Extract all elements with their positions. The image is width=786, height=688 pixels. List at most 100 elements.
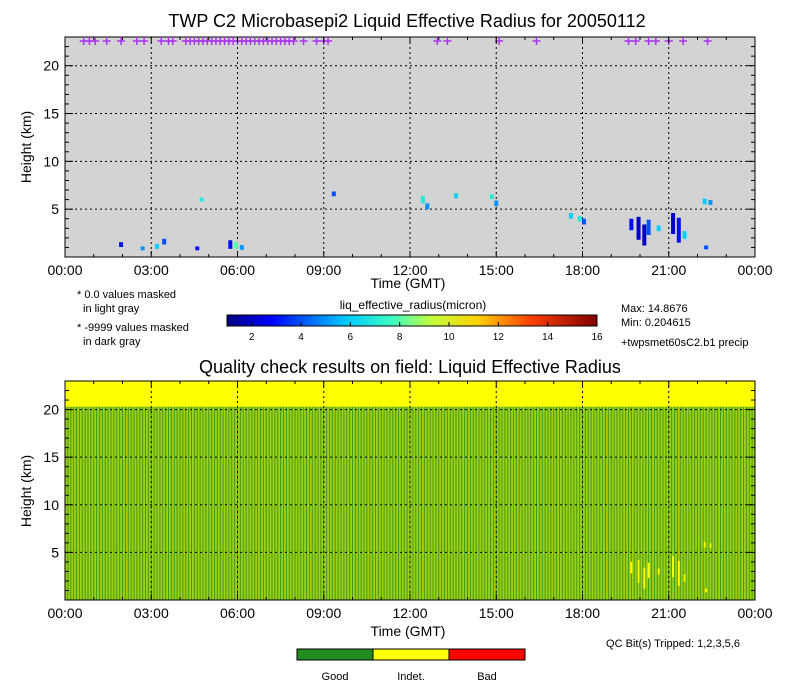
cloud-patch bbox=[489, 194, 494, 200]
qc-stripes bbox=[64, 406, 753, 600]
qc-flag-point bbox=[672, 556, 675, 578]
qc-flag-point bbox=[677, 560, 680, 586]
cloud-patch bbox=[234, 242, 239, 249]
top-x-tick-label: 00:00 bbox=[737, 262, 772, 278]
cloud-patch bbox=[702, 198, 707, 205]
precip-marker bbox=[289, 37, 298, 45]
qc-y-tick-label: 20 bbox=[43, 402, 59, 418]
legend-indet-label: Indet. bbox=[397, 671, 425, 683]
precip-marker bbox=[433, 37, 442, 45]
qc-flag-point bbox=[630, 561, 633, 574]
precip-marker bbox=[168, 37, 177, 45]
qc-grid-lines bbox=[65, 381, 755, 600]
precip-marker bbox=[624, 37, 633, 45]
colorbar-tick-label: 12 bbox=[493, 332, 505, 343]
precip-marker bbox=[91, 37, 100, 45]
note-zero-masked: * 0.0 values masked bbox=[77, 289, 176, 301]
qc-x-axis-label: Time (GMT) bbox=[371, 623, 446, 639]
legend-bad-label: Bad bbox=[477, 671, 497, 683]
precip-marker bbox=[132, 37, 141, 45]
cloud-patch bbox=[425, 203, 430, 210]
qc-bits-label: QC Bit(s) Tripped: 1,2,3,5,6 bbox=[606, 638, 740, 650]
cloud-patch bbox=[671, 213, 676, 235]
cloud-patch bbox=[199, 197, 204, 202]
qc-chart-title: Quality check results on field: Liquid E… bbox=[199, 357, 621, 377]
colorbar-tick-label: 2 bbox=[249, 332, 255, 343]
colorbar-ticks: 2 4 6 8 10 12 14 16 bbox=[249, 322, 603, 343]
top-x-tick-label: 00:00 bbox=[47, 262, 82, 278]
cloud-patch bbox=[676, 217, 681, 243]
legend-bad-swatch bbox=[448, 648, 526, 661]
legend-indet-swatch bbox=[372, 648, 450, 661]
top-x-tick-label: 03:00 bbox=[134, 262, 169, 278]
note-neg-masked-2: in dark gray bbox=[83, 336, 141, 348]
qc-x-tick-label: 00:00 bbox=[737, 605, 772, 621]
cloud-patch bbox=[454, 193, 458, 199]
legend-good-swatch bbox=[296, 648, 374, 661]
cloud-patch bbox=[656, 225, 661, 232]
note-zero-masked-2: in light gray bbox=[83, 303, 140, 315]
precip-legend: +twpsmet60sC2.b1 precip bbox=[621, 337, 748, 349]
qc-flag-point bbox=[637, 560, 640, 583]
qc-x-tick-label: 21:00 bbox=[651, 605, 686, 621]
top-y-tick-label: 10 bbox=[43, 153, 59, 169]
cloud-patch bbox=[704, 245, 709, 250]
colorbar-tick-label: 14 bbox=[542, 332, 554, 343]
qc-flag-points bbox=[630, 541, 712, 593]
qc-x-tick-label: 12:00 bbox=[392, 605, 427, 621]
precip-marker bbox=[117, 37, 126, 45]
colorbar-tick-label: 8 bbox=[397, 332, 403, 343]
precip-marker bbox=[651, 37, 660, 45]
chart-title: TWP C2 Microbasepi2 Liquid Effective Rad… bbox=[168, 11, 645, 31]
y-axis: 5 10 15 20 bbox=[43, 46, 755, 248]
precip-marker bbox=[312, 37, 321, 45]
colorbar-tick-label: 4 bbox=[298, 332, 304, 343]
cloud-patch bbox=[494, 200, 499, 207]
colorbar-tick-label: 6 bbox=[348, 332, 354, 343]
qc-flag-point bbox=[709, 543, 712, 549]
precip-marker bbox=[299, 37, 308, 45]
qc-x-tick-label: 09:00 bbox=[306, 605, 341, 621]
cloud-patch bbox=[646, 219, 651, 235]
legend-good-label: Good bbox=[322, 671, 349, 683]
cloud-patch bbox=[682, 231, 687, 239]
top-x-tick-label: 06:00 bbox=[220, 262, 255, 278]
qc-flag-point bbox=[647, 562, 650, 579]
cloud-patch bbox=[239, 245, 244, 250]
cloud-patch bbox=[140, 246, 145, 251]
cloud-patch bbox=[228, 240, 233, 249]
precip-marker bbox=[324, 37, 333, 45]
colorbar-label: liq_effective_radius(micron) bbox=[340, 298, 487, 312]
precip-marker bbox=[679, 37, 688, 45]
qc-y-axis-label: Height (km) bbox=[18, 455, 34, 527]
precip-marker bbox=[443, 37, 452, 45]
cloud-patch bbox=[581, 218, 586, 225]
qc-flag-point bbox=[703, 541, 706, 548]
cloud-patch bbox=[569, 213, 573, 219]
cloud-patch bbox=[195, 246, 200, 251]
top-x-tick-label: 15:00 bbox=[479, 262, 514, 278]
cloud-patch bbox=[636, 216, 641, 240]
colorbar-tick-label: 16 bbox=[591, 332, 603, 343]
top-y-tick-label: 20 bbox=[43, 58, 59, 74]
qc-x-tick-label: 03:00 bbox=[134, 605, 169, 621]
qc-x-axis: 00:00 03:00 06:00 09:00 12:00 15:00 18:00 21:00… bbox=[47, 381, 773, 621]
precip-marker bbox=[532, 37, 541, 45]
cloud-patch bbox=[162, 238, 167, 245]
qc-x-tick-label: 18:00 bbox=[565, 605, 600, 621]
top-x-tick-label: 09:00 bbox=[306, 262, 341, 278]
top-y-tick-label: 5 bbox=[51, 201, 59, 217]
y-axis-label: Height (km) bbox=[18, 111, 34, 183]
qc-x-tick-label: 15:00 bbox=[479, 605, 514, 621]
cloud-patch bbox=[119, 242, 124, 247]
x-axis-label: Time (GMT) bbox=[371, 275, 446, 291]
colorbar bbox=[226, 314, 598, 327]
cloud-patch bbox=[708, 200, 713, 205]
cloud-patch bbox=[642, 224, 647, 246]
qc-flag-point bbox=[657, 568, 660, 575]
qc-x-tick-label: 00:00 bbox=[47, 605, 82, 621]
stat-min: Min: 0.204615 bbox=[621, 317, 691, 329]
stat-max: Max: 14.8676 bbox=[621, 303, 688, 315]
precip-marker bbox=[157, 37, 166, 45]
